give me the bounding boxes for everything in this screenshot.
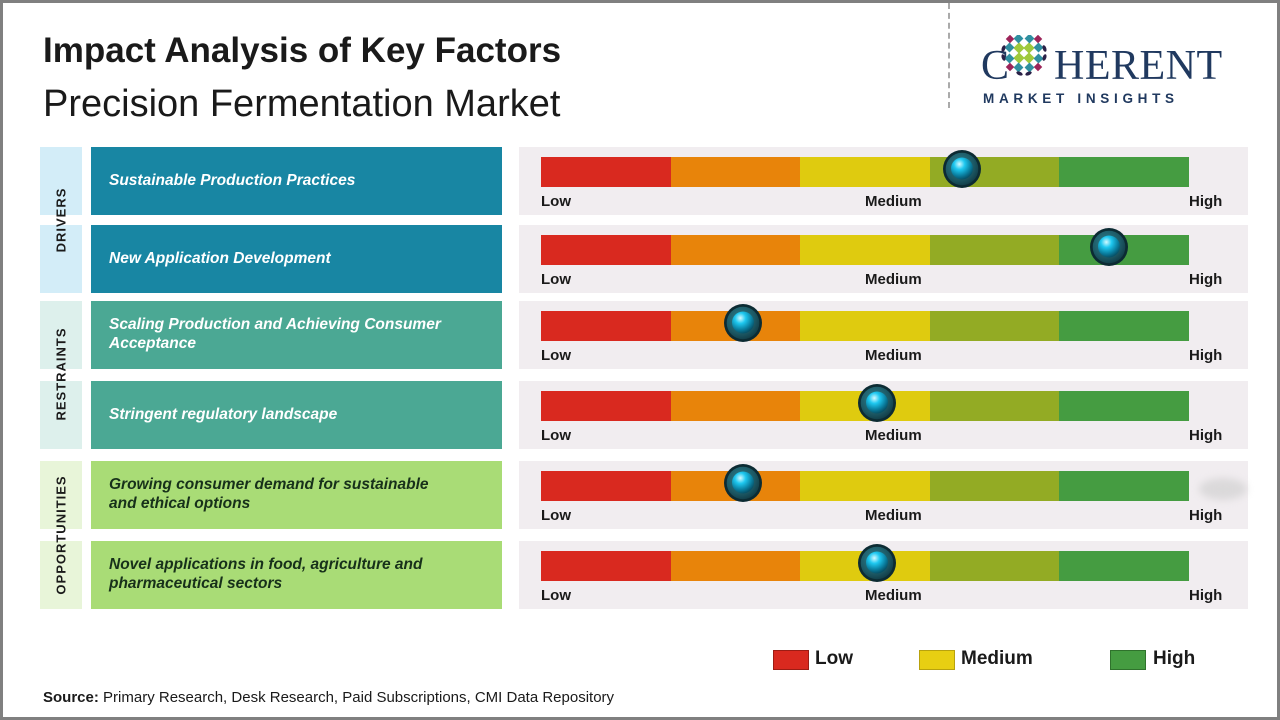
svg-text:MARKET INSIGHTS: MARKET INSIGHTS (983, 91, 1179, 106)
svg-text:HERENT: HERENT (1054, 43, 1223, 89)
